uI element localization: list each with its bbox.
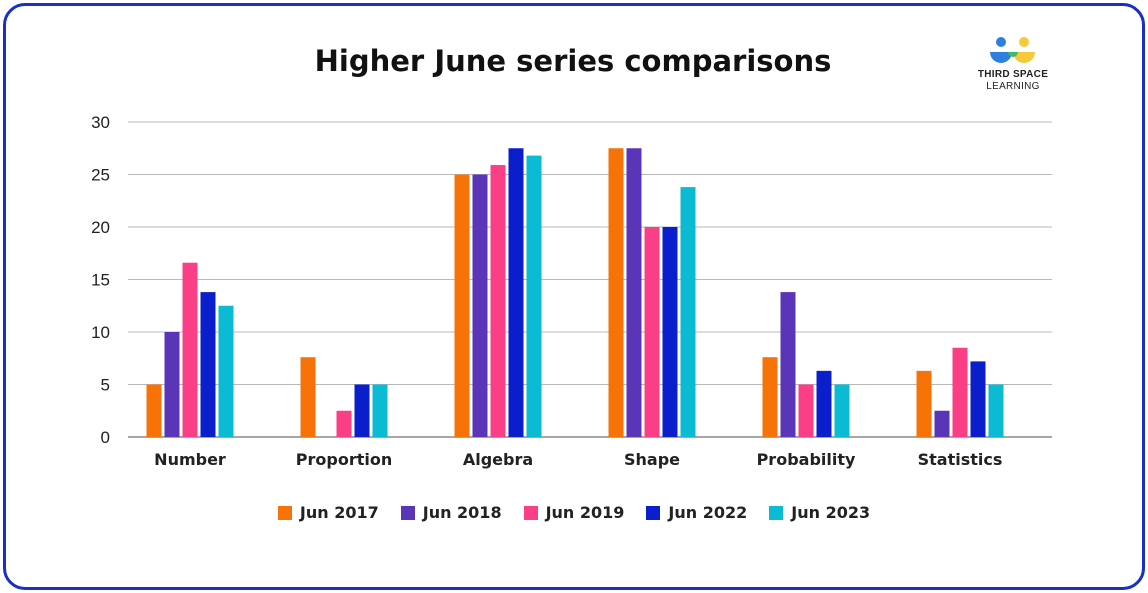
bar-statistics-jun-2022 <box>970 361 986 437</box>
bar-statistics-jun-2023 <box>988 384 1004 437</box>
bar-algebra-jun-2019 <box>490 165 506 438</box>
y-tick-label: 0 <box>101 428 110 447</box>
legend-item: Jun 2019 <box>523 503 625 522</box>
bar-statistics-jun-2019 <box>952 347 968 437</box>
legend-swatch <box>523 505 538 520</box>
gridlines <box>128 121 1052 438</box>
third-space-learning-logo: THIRD SPACE LEARNING <box>972 36 1054 96</box>
legend-item: Jun 2023 <box>769 503 870 522</box>
bar-probability-jun-2017 <box>762 357 778 437</box>
bar-chart: 0 5 10 15 20 25 30 Number Proportion Algebra Shap… <box>91 113 1052 469</box>
y-axis-ticks: 0 5 10 15 20 25 30 <box>91 113 110 447</box>
x-category-label: Statistics <box>918 450 1003 469</box>
y-tick-label: 20 <box>91 218 110 237</box>
bar-number-jun-2017 <box>146 384 162 437</box>
y-tick-label: 15 <box>91 271 110 290</box>
bar-number-jun-2023 <box>218 305 234 437</box>
bar-probability-jun-2018 <box>780 292 796 437</box>
bar-statistics-jun-2018 <box>934 410 950 437</box>
bar-probability-jun-2022 <box>816 370 832 437</box>
legend: Jun 2017 Jun 2018 Jun 2019 Jun 2022 Jun 2023 <box>0 503 1148 522</box>
legend-item: Jun 2017 <box>277 503 379 522</box>
bar-algebra-jun-2022 <box>508 148 524 437</box>
legend-label: Jun 2018 <box>422 503 502 522</box>
bar-shape-jun-2018 <box>626 148 642 437</box>
bar-probability-jun-2023 <box>834 384 850 437</box>
bar-shape-jun-2022 <box>662 227 678 437</box>
y-tick-label: 30 <box>91 113 110 132</box>
bar-shape-jun-2019 <box>644 227 660 437</box>
x-category-label: Probability <box>757 450 856 469</box>
legend-swatch <box>769 505 784 520</box>
logo-people-icon <box>990 37 1035 63</box>
x-category-label: Number <box>154 450 226 469</box>
legend-item: Jun 2022 <box>646 503 747 522</box>
x-category-label: Shape <box>624 450 680 469</box>
bar-number-jun-2019 <box>182 262 198 437</box>
bar-algebra-jun-2017 <box>454 174 470 437</box>
bar-proportion-jun-2017 <box>300 357 316 437</box>
logo-text-line1: THIRD SPACE <box>977 69 1049 80</box>
logo-text-line2: LEARNING <box>986 81 1040 92</box>
legend-label: Jun 2022 <box>668 503 748 522</box>
legend-item: Jun 2018 <box>400 503 502 522</box>
bar-shape-jun-2023 <box>680 187 696 437</box>
bar-proportion-jun-2019 <box>336 410 352 437</box>
bar-shape-jun-2017 <box>608 148 624 437</box>
x-category-label: Algebra <box>463 450 533 469</box>
bar-statistics-jun-2017 <box>916 370 932 437</box>
bar-proportion-jun-2022 <box>354 384 370 437</box>
bar-algebra-jun-2023 <box>526 155 542 437</box>
bar-number-jun-2018 <box>164 332 180 437</box>
bar-proportion-jun-2023 <box>372 384 388 437</box>
legend-label: Jun 2023 <box>791 503 871 522</box>
y-tick-label: 5 <box>101 376 110 395</box>
legend-swatch <box>646 505 661 520</box>
x-category-label: Proportion <box>296 450 392 469</box>
legend-label: Jun 2017 <box>299 503 379 522</box>
bar-probability-jun-2019 <box>798 384 814 437</box>
legend-label: Jun 2019 <box>545 503 625 522</box>
x-axis-category-labels: Number Proportion Algebra Shape Probability S… <box>154 450 1002 469</box>
y-tick-label: 25 <box>91 166 110 185</box>
y-tick-label: 10 <box>91 323 110 342</box>
legend-swatch <box>277 505 292 520</box>
bar-number-jun-2022 <box>200 292 216 437</box>
bar-algebra-jun-2018 <box>472 174 488 437</box>
bars <box>146 148 1004 438</box>
legend-swatch <box>400 505 415 520</box>
chart-title: Higher June series comparisons <box>314 44 832 78</box>
